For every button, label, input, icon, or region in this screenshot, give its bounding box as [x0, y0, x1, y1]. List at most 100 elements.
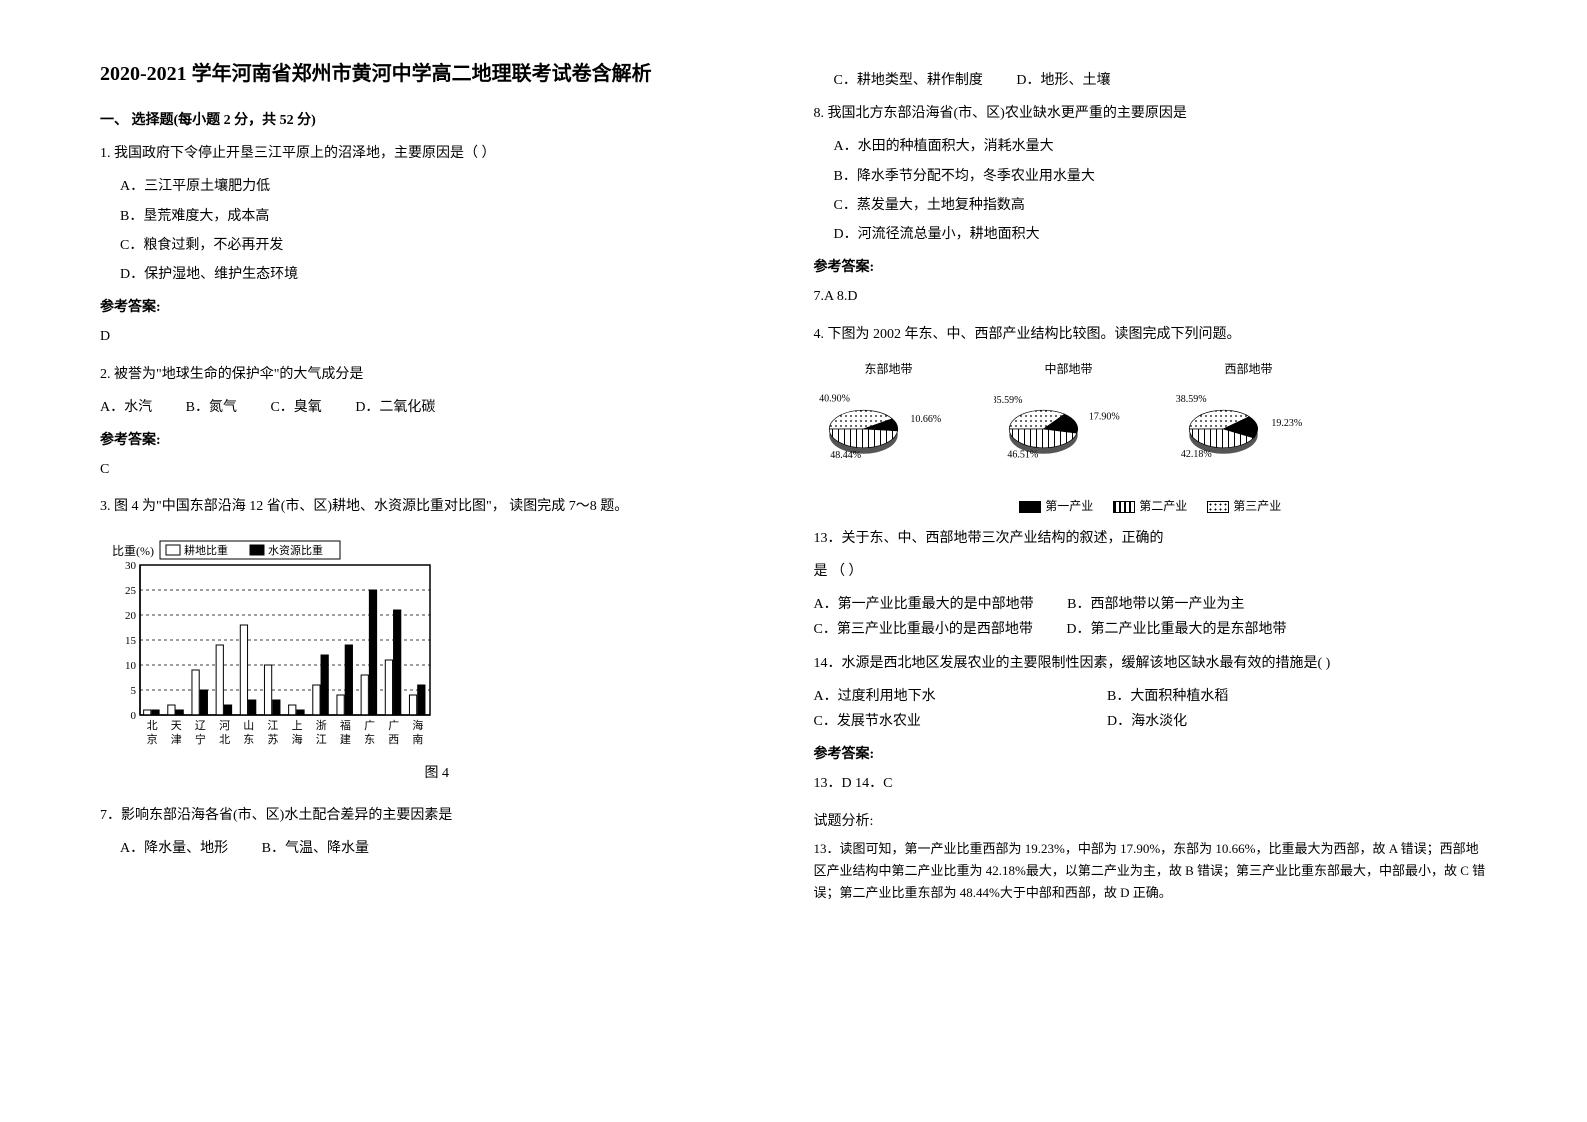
q7-opt-a: A．降水量、地形 [100, 836, 228, 861]
svg-text:20: 20 [125, 610, 137, 622]
svg-text:宁: 宁 [195, 732, 206, 746]
svg-text:46.51%: 46.51% [1007, 450, 1038, 461]
svg-text:东: 东 [364, 733, 375, 746]
q7-options: A．降水量、地形 B．气温、降水量 [100, 836, 774, 861]
q2-opt-d: D．二氧化碳 [355, 395, 435, 420]
pie-legend: 第一产业 第二产业 第三产业 [814, 496, 1488, 518]
svg-text:水资源比重: 水资源比重 [268, 543, 323, 557]
q14-row2: C．发展节水农业 D．海水淡化 [814, 709, 1488, 734]
right-column: C．耕地类型、耕作制度 D．地形、土壤 8. 我国北方东部沿海省(市、区)农业缺… [794, 60, 1508, 1062]
q8-opt-b: B．降水季节分配不均，冬季农业用水量大 [814, 164, 1488, 189]
answer-label-4: 参考答案: [814, 742, 1488, 767]
q14-opt-d: D．海水淡化 [1107, 709, 1187, 734]
q13-row1: A．第一产业比重最大的是中部地带 B．西部地带以第一产业为主 [814, 592, 1488, 617]
pie-mid-title: 中部地带 [994, 359, 1144, 381]
q2-opt-a: A．水汽 [100, 395, 152, 420]
svg-text:北: 北 [219, 733, 230, 746]
q1-opt-a: A．三江平原土壤肥力低 [100, 174, 774, 199]
svg-text:福: 福 [340, 718, 351, 732]
legend-1: 第一产业 [1019, 496, 1093, 518]
left-column: 2020-2021 学年河南省郑州市黄河中学高二地理联考试卷含解析 一、 选择题… [80, 60, 794, 1062]
svg-text:浙: 浙 [316, 719, 327, 732]
pie-west: 西部地带 38.59%19.23%42.18% [1174, 359, 1324, 485]
svg-text:河: 河 [219, 719, 230, 732]
svg-text:天: 天 [171, 720, 182, 732]
q2-opt-b: B．氮气 [186, 395, 237, 420]
svg-text:15: 15 [125, 635, 137, 647]
q14-opt-a: A．过度利用地下水 [814, 684, 1074, 709]
q7-options-2: C．耕地类型、耕作制度 D．地形、土壤 [814, 68, 1488, 93]
q13-row2: C．第三产业比重最小的是西部地带 D．第二产业比重最大的是东部地带 [814, 617, 1488, 642]
q78-answer: 7.A 8.D [814, 284, 1488, 309]
svg-text:辽: 辽 [195, 719, 206, 732]
answer-label-3: 参考答案: [814, 255, 1488, 280]
q13-opt-b: B．西部地带以第一产业为主 [1067, 592, 1244, 617]
bar-chart-svg: 比重(%)051015202530耕地比重水资源比重北京天津辽宁河北山东江苏上海… [100, 535, 440, 755]
pie-east: 东部地带 40.90% 10.66% 48.44% [814, 359, 964, 485]
q1-text: 1. 我国政府下令停止开垦三江平原上的沼泽地，主要原因是（ ） [100, 141, 774, 166]
svg-text:5: 5 [131, 685, 137, 697]
pie-east-title: 东部地带 [814, 359, 964, 381]
svg-text:0: 0 [131, 710, 137, 722]
svg-text:42.18%: 42.18% [1180, 449, 1211, 460]
svg-text:西: 西 [388, 734, 399, 746]
svg-text:35.59%: 35.59% [994, 395, 1022, 406]
q13-opt-a: A．第一产业比重最大的是中部地带 [814, 592, 1034, 617]
analysis-label: 试题分析: [814, 809, 1488, 834]
svg-text:京: 京 [147, 732, 158, 746]
answer-label: 参考答案: [100, 295, 774, 320]
q8-opt-c: C．蒸发量大，土地复种指数高 [814, 193, 1488, 218]
q14-opt-c: C．发展节水农业 [814, 709, 1074, 734]
svg-text:25: 25 [125, 585, 137, 597]
svg-text:10.66%: 10.66% [910, 415, 941, 426]
q1-opt-c: C．粮食过剩，不必再开发 [100, 233, 774, 258]
q8-text: 8. 我国北方东部沿海省(市、区)农业缺水更严重的主要原因是 [814, 101, 1488, 126]
svg-text:17.90%: 17.90% [1088, 412, 1119, 423]
q2-options: A．水汽 B．氮气 C．臭氧 D．二氧化碳 [100, 395, 774, 420]
svg-text:海: 海 [412, 718, 423, 732]
q8-opt-a: A．水田的种植面积大，消耗水量大 [814, 134, 1488, 159]
analysis-text: 13．读图可知，第一产业比重西部为 19.23%，中部为 17.90%，东部为 … [814, 838, 1488, 904]
q14-row1: A．过度利用地下水 B．大面积种植水稻 [814, 684, 1488, 709]
q1-answer: D [100, 324, 774, 349]
svg-text:19.23%: 19.23% [1271, 418, 1302, 429]
q1-opt-d: D．保护湿地、维护生态环境 [100, 262, 774, 287]
q7-opt-b: B．气温、降水量 [262, 836, 369, 861]
q13-text2: 是 （ ） [814, 559, 1488, 584]
q7-text: 7．影响东部沿海各省(市、区)水土配合差异的主要因素是 [100, 803, 774, 828]
pie-mid: 中部地带 35.59% 17.90% 46.51% [994, 359, 1144, 485]
q14-opt-b: B．大面积种植水稻 [1107, 684, 1228, 709]
q4-text: 4. 下图为 2002 年东、中、西部产业结构比较图。读图完成下列问题。 [814, 322, 1488, 347]
svg-text:江: 江 [316, 733, 327, 746]
q13-opt-d: D．第二产业比重最大的是东部地带 [1066, 617, 1286, 642]
svg-text:建: 建 [340, 732, 351, 746]
svg-text:东: 东 [243, 733, 254, 746]
exam-title: 2020-2021 学年河南省郑州市黄河中学高二地理联考试卷含解析 [100, 60, 774, 88]
pie-east-svg: 40.90% 10.66% 48.44% [814, 384, 964, 484]
svg-text:海: 海 [292, 732, 303, 746]
q1314-answer: 13．D 14．C [814, 771, 1488, 796]
svg-text:比重(%): 比重(%) [112, 544, 154, 558]
svg-text:山: 山 [243, 719, 254, 732]
svg-text:48.44%: 48.44% [830, 450, 861, 461]
q7-opt-d: D．地形、土壤 [1016, 68, 1110, 93]
legend-3-label: 第三产业 [1233, 496, 1281, 518]
q2-opt-c: C．臭氧 [270, 395, 321, 420]
svg-text:广: 广 [364, 719, 375, 732]
svg-text:津: 津 [171, 733, 182, 746]
legend-2-label: 第二产业 [1139, 496, 1187, 518]
svg-text:40.90%: 40.90% [819, 394, 850, 405]
q3-text: 3. 图 4 为"中国东部沿海 12 省(市、区)耕地、水资源比重对比图"， 读… [100, 494, 774, 519]
pie-mid-svg: 35.59% 17.90% 46.51% [994, 384, 1144, 484]
svg-text:耕地比重: 耕地比重 [184, 543, 228, 557]
svg-text:苏: 苏 [267, 733, 278, 746]
svg-text:广: 广 [388, 719, 399, 732]
q13-opt-c: C．第三产业比重最小的是西部地带 [814, 617, 1033, 642]
svg-text:上: 上 [292, 719, 303, 732]
svg-text:北: 北 [147, 719, 158, 732]
pie-west-svg: 38.59%19.23%42.18% [1174, 384, 1324, 484]
pie-charts: 东部地带 40.90% 10.66% 48.44% 中部地带 35.59% 17.90… [814, 359, 1488, 485]
q1-opt-b: B．垦荒难度大，成本高 [100, 204, 774, 229]
legend-1-label: 第一产业 [1045, 496, 1093, 518]
q13-text: 13．关于东、中、西部地带三次产业结构的叙述，正确的 [814, 526, 1488, 551]
